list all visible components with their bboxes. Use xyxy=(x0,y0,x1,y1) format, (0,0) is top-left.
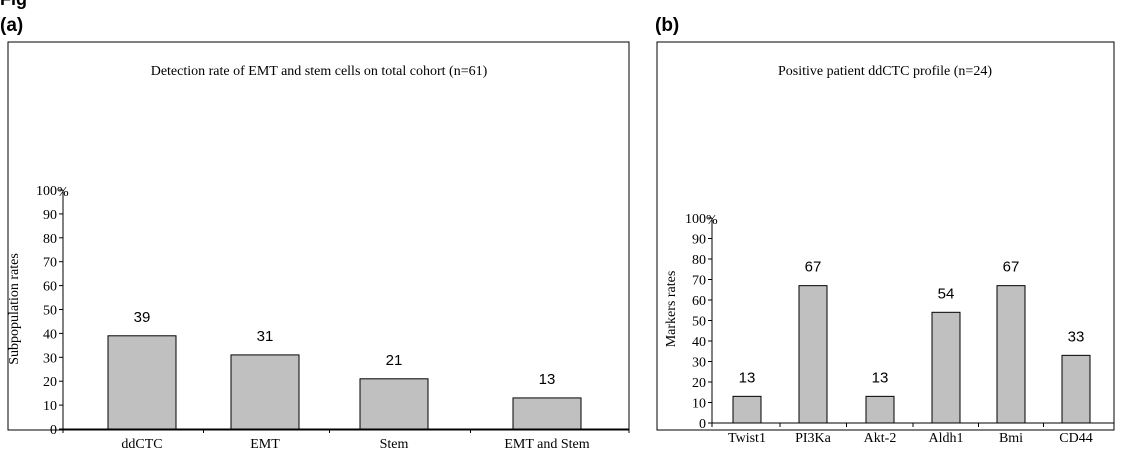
panel-label-b: (b) xyxy=(655,15,680,36)
chart-title-b: Positive patient ddCTC profile (n=24) xyxy=(778,64,992,79)
data-label-b-1: 67 xyxy=(805,259,822,276)
y-tick-label-b: 10 xyxy=(692,397,706,412)
y-tick-label-a: 30 xyxy=(43,351,57,366)
y-tick-label-b: 30 xyxy=(692,356,706,371)
y-axis-label-a: Subpopulation rates xyxy=(7,253,22,365)
category-label-b-1: PI3Ka xyxy=(795,431,832,446)
y-tick-label-b: 70 xyxy=(692,274,706,289)
y-tick-label-a: 80 xyxy=(43,232,57,247)
bar-a-2 xyxy=(359,378,429,430)
bar-a-3 xyxy=(512,397,582,430)
y-tick-label-a: 50 xyxy=(43,304,57,319)
data-label-a-0: 39 xyxy=(134,309,151,326)
chart-panel-b: Positive patient ddCTC profile (n=24) 0 10… xyxy=(656,41,1115,446)
y-tick-label-b: 0 xyxy=(699,417,706,432)
y-tick-label-a: 40 xyxy=(43,327,57,342)
data-label-a-3: 13 xyxy=(539,371,556,388)
figure-caption-fragment: Fig xyxy=(0,0,27,10)
y-tick-label-b: 20 xyxy=(692,376,706,391)
category-label-a-2: Stem xyxy=(380,437,409,452)
category-label-a-0: ddCTC xyxy=(121,437,162,452)
y-tick-label-a: 70 xyxy=(43,256,57,271)
y-tick-label-a: 20 xyxy=(43,375,57,390)
y-percent-mark-a: % xyxy=(57,185,69,200)
y-tick-label-b: 100 xyxy=(685,212,706,227)
data-label-b-0: 13 xyxy=(739,369,756,386)
bar-a-0 xyxy=(107,335,177,430)
panel-label-a: (a) xyxy=(0,15,24,36)
category-label-a-3: EMT and Stem xyxy=(504,437,589,452)
y-tick-label-a: 100 xyxy=(36,184,57,199)
bar-b-4 xyxy=(996,285,1026,424)
y-tick-label-b: 60 xyxy=(692,294,706,309)
data-label-a-1: 31 xyxy=(257,328,274,345)
y-tick-label-a: 0 xyxy=(50,423,57,438)
bar-b-0 xyxy=(732,395,762,424)
category-label-b-5: CD44 xyxy=(1059,431,1092,446)
category-label-b-4: Bmi xyxy=(999,431,1023,446)
bar-b-3 xyxy=(931,311,961,424)
y-tick-label-b: 40 xyxy=(692,335,706,350)
data-label-a-2: 21 xyxy=(386,352,403,369)
chart-panel-a: Detection rate of EMT and stem cells on … xyxy=(7,41,630,452)
y-tick-label-a: 90 xyxy=(43,208,57,223)
bar-a-1 xyxy=(230,354,300,430)
bar-b-2 xyxy=(865,395,895,424)
y-tick-label-b: 50 xyxy=(692,315,706,330)
chart-frame-a xyxy=(7,41,630,431)
y-axis-label-b: Markers rates xyxy=(664,271,679,348)
bar-b-1 xyxy=(798,285,828,424)
bar-b-5 xyxy=(1061,354,1091,424)
data-label-b-4: 67 xyxy=(1003,259,1020,276)
category-label-a-1: EMT xyxy=(250,437,280,452)
y-tick-label-a: 60 xyxy=(43,280,57,295)
data-label-b-3: 54 xyxy=(938,285,955,302)
category-label-b-2: Akt-2 xyxy=(864,431,897,446)
y-percent-mark-b: % xyxy=(706,213,718,228)
y-tick-label-b: 80 xyxy=(692,253,706,268)
category-label-b-3: Aldh1 xyxy=(929,431,964,446)
data-label-b-5: 33 xyxy=(1068,328,1085,345)
chart-frame-b xyxy=(656,41,1115,431)
chart-title-a: Detection rate of EMT and stem cells on … xyxy=(151,64,488,79)
y-tick-label-a: 10 xyxy=(43,399,57,414)
data-label-b-2: 13 xyxy=(872,369,889,386)
y-tick-label-b: 90 xyxy=(692,233,706,248)
category-label-b-0: Twist1 xyxy=(728,431,766,446)
